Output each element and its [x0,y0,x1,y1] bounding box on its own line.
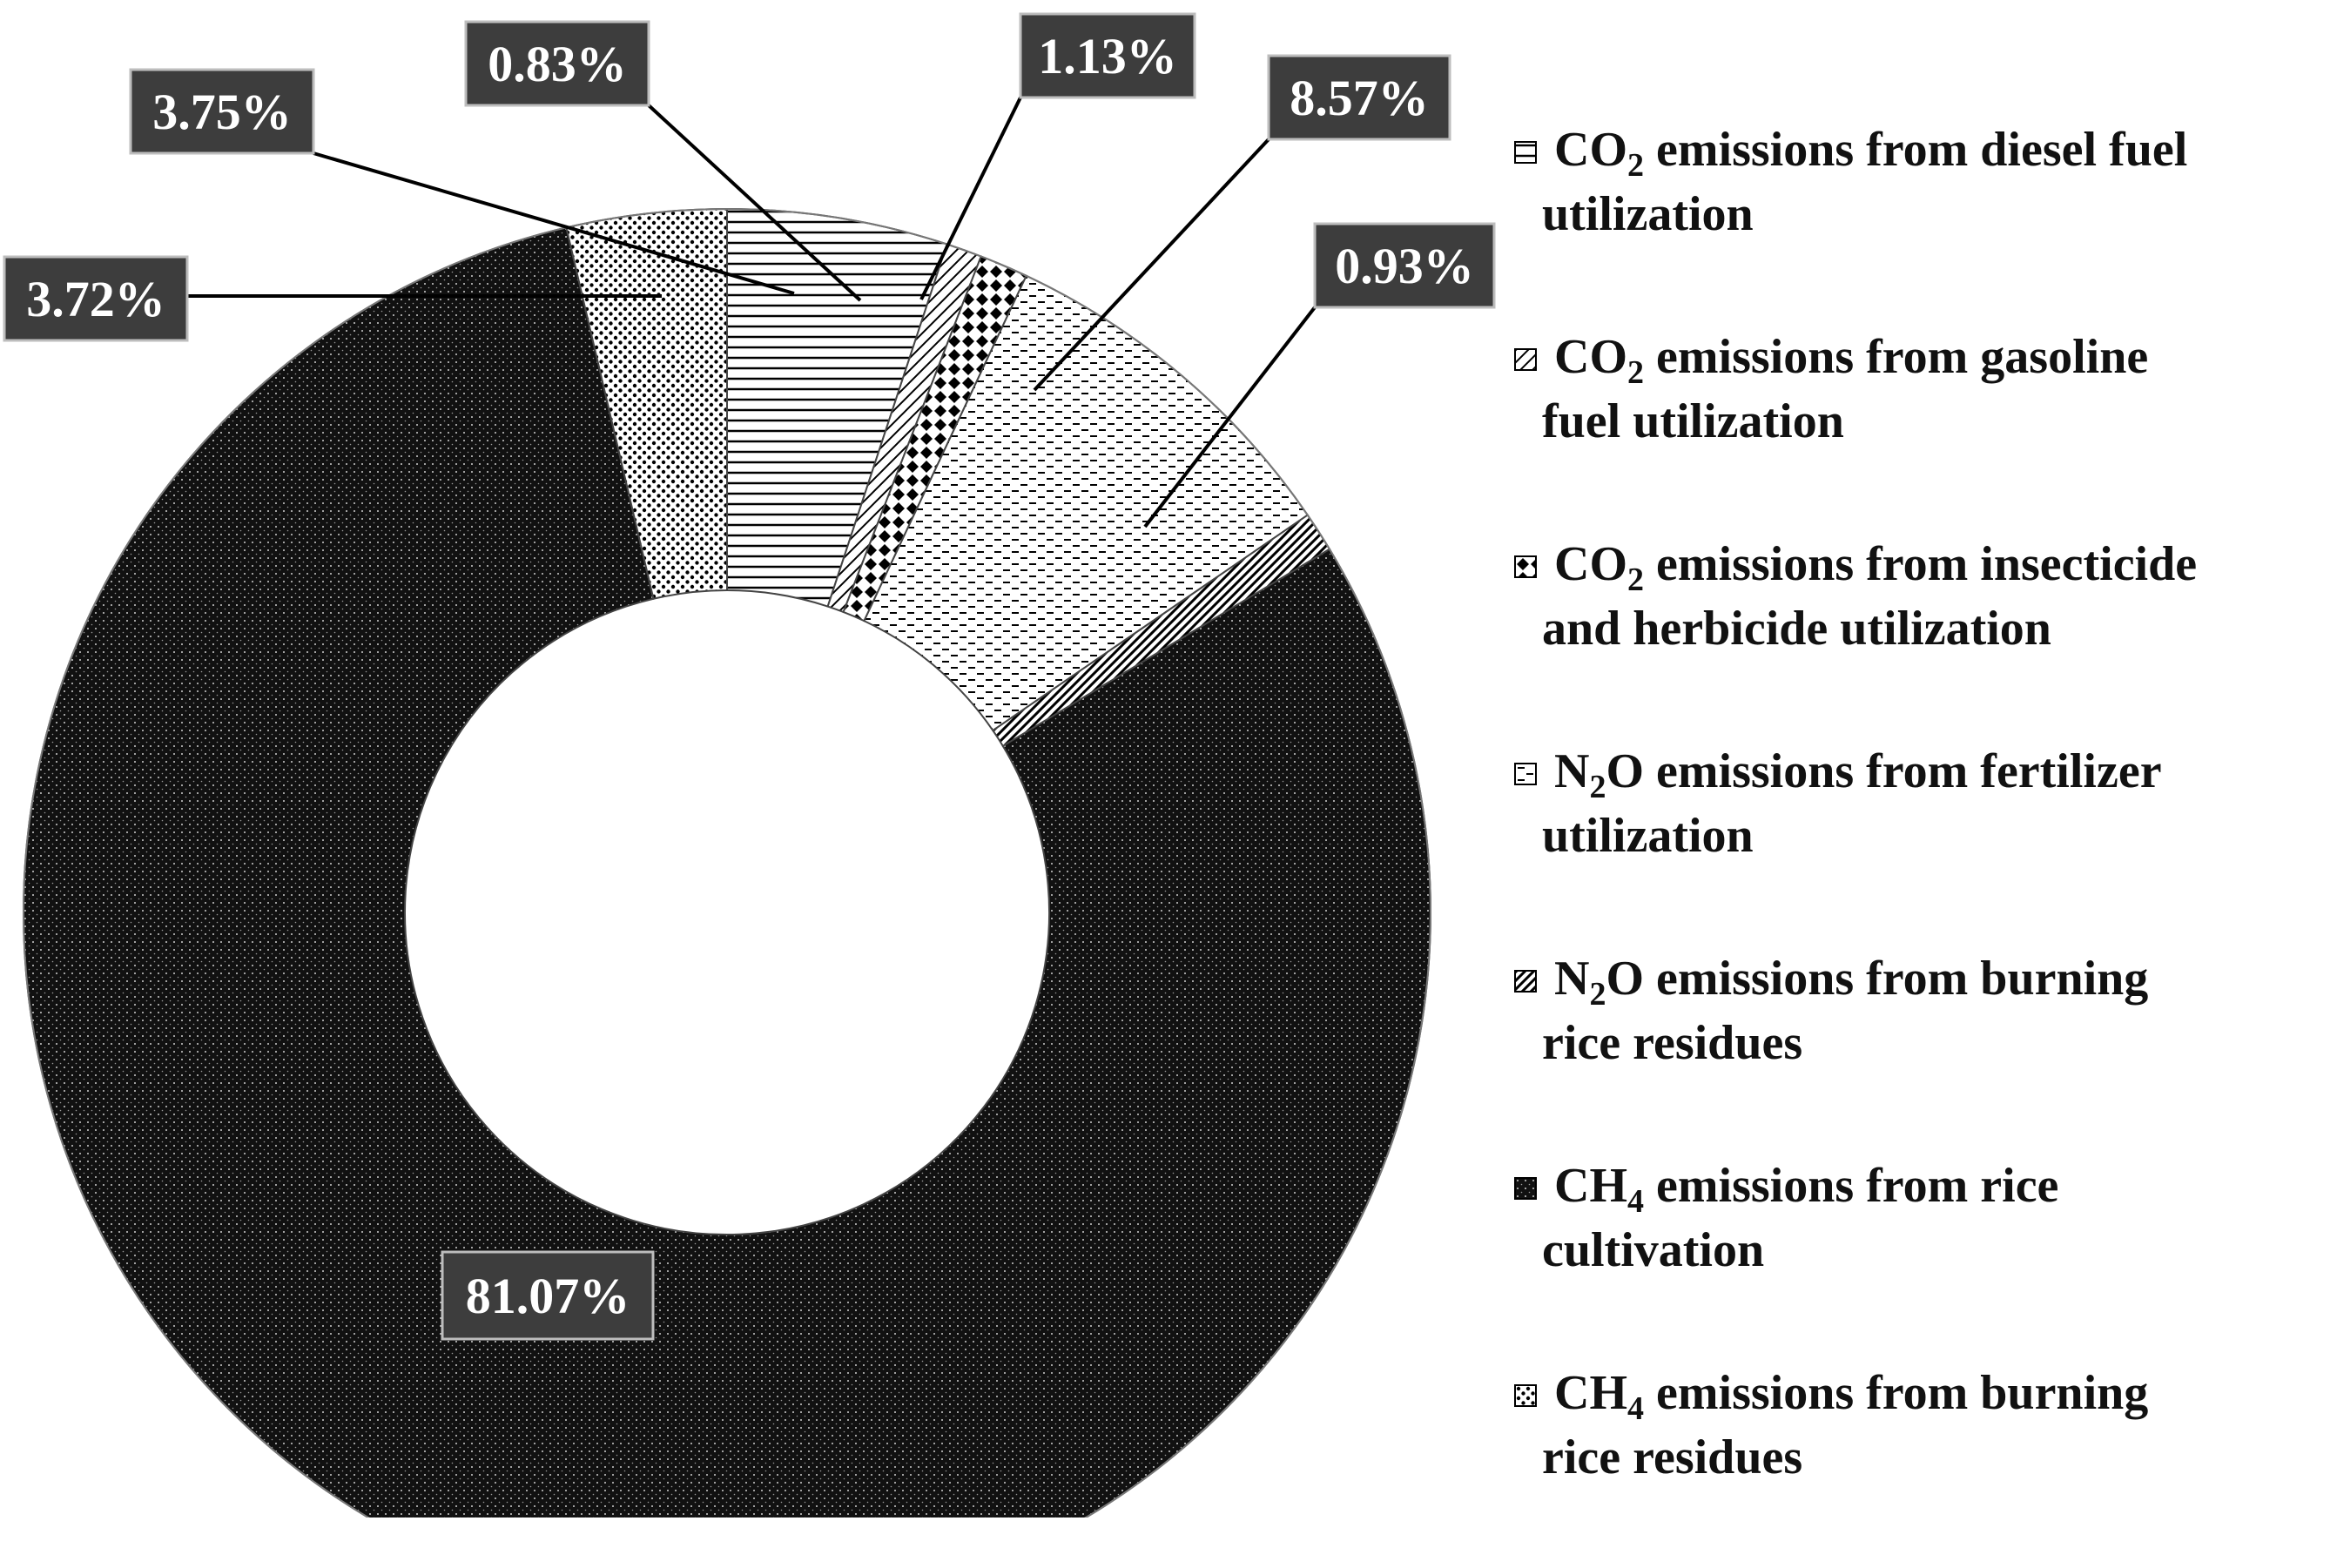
svg-text:8.57%: 8.57% [1290,70,1429,126]
legend-swatch-diesel [1514,141,1537,164]
legend-text-gasoline: CO2 emissions from gasoline fuel utilizat… [1542,330,2149,448]
svg-text:3.72%: 3.72% [26,271,165,327]
label-n2o_burning: 0.93% [1313,222,1496,309]
leader-insecticide [919,97,1022,300]
legend-swatch-n2o_burning [1514,970,1537,993]
legend-text-ch4_burning: CH4 emissions from burning rice residues [1542,1366,2149,1484]
svg-text:81.07%: 81.07% [466,1268,630,1324]
label-fertilizer: 8.57% [1267,54,1451,141]
legend-item-n2o_burning: N2O emissions from burning rice residues [1509,946,2327,1154]
donut-outline [23,208,1431,1518]
legend-text-diesel: CO2 emissions from diesel fuel utilizatio… [1542,123,2188,241]
legend-text-fertilizer: N2O emissions from fertilizer utilization [1542,744,2162,863]
legend-swatch-fertilizer [1514,763,1537,785]
leader-lines [187,97,1317,528]
label-ch4_burning-2: 3.75% [129,68,315,155]
legend-item-ch4_burning: CH4 emissions from burning rice residues [1509,1361,2327,1568]
legend-swatch-insecticide [1514,555,1537,578]
legend-swatch-gasoline [1514,348,1537,371]
svg-text:3.75%: 3.75% [152,84,292,140]
legend-item-insecticide: CO2 emissions from insecticide and herbic… [1509,532,2327,739]
legend-swatch-ch4_burning [1514,1384,1537,1407]
label-gasoline: 0.83% [464,20,650,107]
donut-chart: 0.83% 1.13% 8.57% 0.93% 81.07% 3.72% 3.75% [3,12,1496,1518]
legend-text-n2o_burning: N2O emissions from burning rice residues [1542,952,2149,1070]
legend-item-gasoline: CO2 emissions from gasoline fuel utilizat… [1509,325,2327,532]
legend-item-ch4_rice: CH4 emissions from rice cultivation [1509,1154,2327,1361]
svg-text:0.93%: 0.93% [1335,238,1474,294]
leader-n2o_burning [1143,306,1317,528]
legend-item-diesel: CO2 emissions from diesel fuel utilizatio… [1509,118,2327,325]
label-ch4_rice: 81.07% [441,1250,655,1341]
legend-text-ch4_rice: CH4 emissions from rice cultivation [1542,1159,2059,1277]
leader-ch4_burning-2 [313,151,795,295]
percent-labels: 0.83% 1.13% 8.57% 0.93% 81.07% 3.72% 3.75% [3,12,1496,1341]
donut-slices [23,207,1431,1518]
legend: CO2 emissions from diesel fuel utilizatio… [1509,118,2327,1568]
svg-text:0.83%: 0.83% [488,36,627,92]
leader-gasoline [647,104,862,302]
legend-swatch-ch4_rice [1514,1177,1537,1200]
label-insecticide: 1.13% [1019,12,1196,99]
leader-fertilizer [1033,138,1270,392]
label-ch4_burning: 3.72% [3,255,189,342]
legend-text-insecticide: CO2 emissions from insecticide and herbic… [1542,537,2198,656]
legend-item-fertilizer: N2O emissions from fertilizer utilization [1509,739,2327,946]
svg-text:1.13%: 1.13% [1038,28,1177,84]
